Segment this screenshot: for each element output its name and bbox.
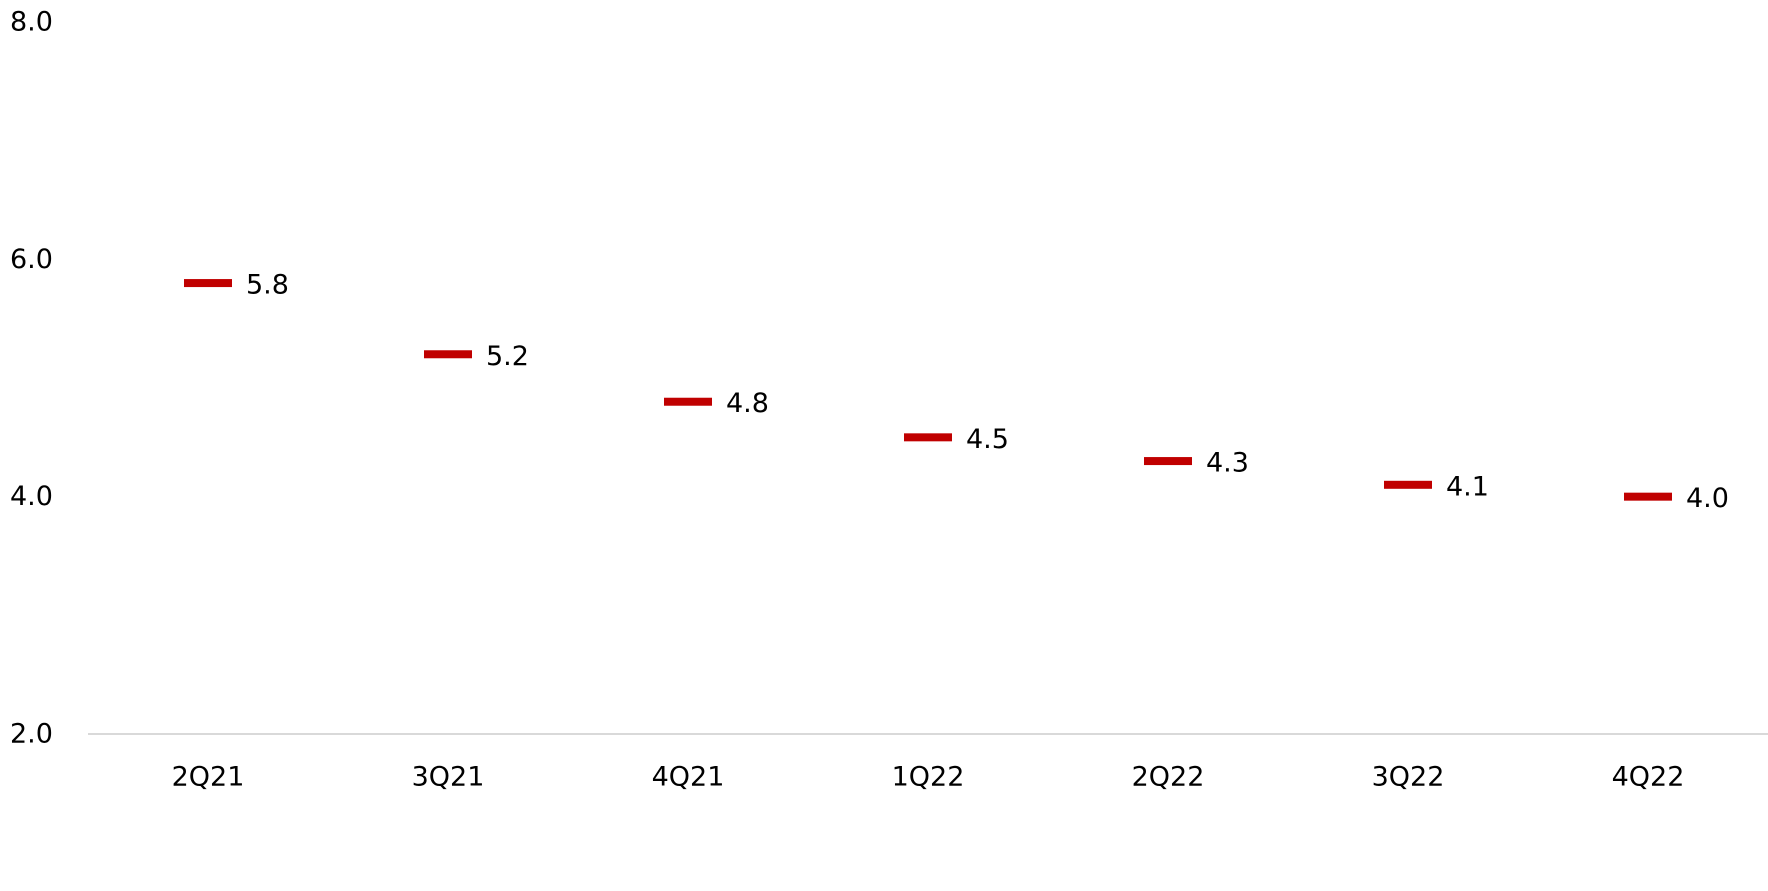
data-point-marker bbox=[184, 279, 232, 288]
x-tick-label: 4Q22 bbox=[1612, 762, 1685, 793]
x-tick-label: 1Q22 bbox=[892, 762, 965, 793]
y-tick-label: 4.0 bbox=[10, 481, 53, 512]
x-axis-labels: 2Q21 3Q21 4Q21 1Q22 2Q22 3Q22 4Q22 bbox=[172, 762, 1685, 793]
x-tick-label: 4Q21 bbox=[652, 762, 725, 793]
x-tick-label: 3Q22 bbox=[1372, 762, 1445, 793]
data-point-marker bbox=[904, 433, 952, 442]
series-markers bbox=[184, 279, 1672, 501]
x-tick-label: 2Q22 bbox=[1132, 762, 1205, 793]
data-label: 4.0 bbox=[1686, 483, 1729, 514]
data-label: 5.8 bbox=[246, 270, 289, 301]
data-label: 5.2 bbox=[486, 341, 529, 372]
data-point-marker bbox=[424, 350, 472, 359]
data-point-marker bbox=[1624, 492, 1672, 501]
y-tick-label: 2.0 bbox=[10, 719, 53, 750]
data-label: 4.8 bbox=[726, 388, 769, 419]
data-label: 4.5 bbox=[966, 424, 1009, 455]
data-point-marker bbox=[1144, 457, 1192, 466]
y-tick-label: 8.0 bbox=[10, 7, 53, 38]
y-axis-ticks: 2.0 4.0 6.0 8.0 bbox=[10, 7, 53, 750]
data-labels: 5.8 5.2 4.8 4.5 4.3 4.1 4.0 bbox=[246, 270, 1729, 515]
x-tick-label: 2Q21 bbox=[172, 762, 245, 793]
y-tick-label: 6.0 bbox=[10, 244, 53, 275]
data-label: 4.1 bbox=[1446, 471, 1489, 502]
x-tick-label: 3Q21 bbox=[412, 762, 485, 793]
data-point-marker bbox=[1384, 480, 1432, 489]
data-label: 4.3 bbox=[1206, 448, 1249, 479]
data-point-marker bbox=[664, 397, 712, 406]
